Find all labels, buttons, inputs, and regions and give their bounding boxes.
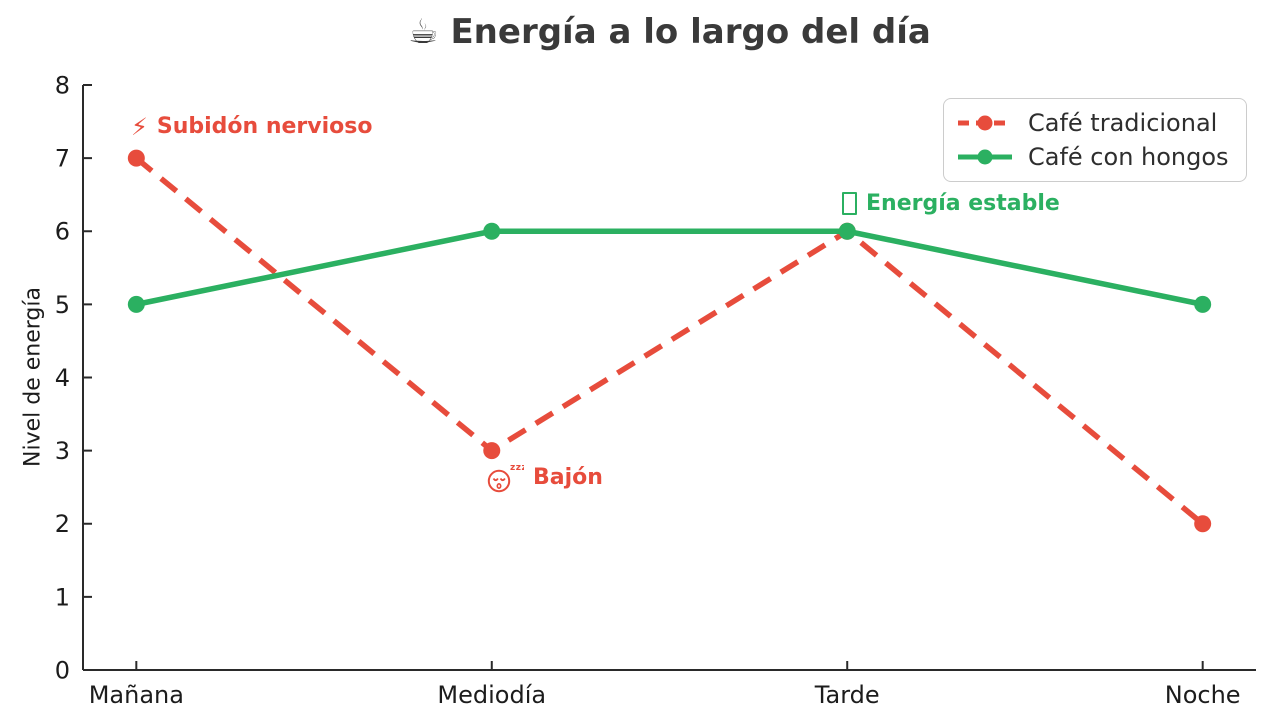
annotation-crash: zzz Bajón [486, 460, 603, 494]
legend-row-traditional: Café tradicional [956, 109, 1234, 137]
annotation-nervous-spike-text: Subidón nervioso [156, 114, 373, 139]
annotation-crash-text: Bajón [533, 464, 603, 490]
data-point-1-1 [483, 222, 501, 240]
data-point-1-2 [838, 222, 856, 240]
data-point-1-3 [1194, 295, 1212, 313]
annotation-stable-energy-text: Energía estable [866, 191, 1060, 216]
x-tick-label: Mañana [89, 681, 184, 709]
annotation-stable-energy: Energía estable [842, 191, 1060, 216]
y-tick-label: 3 [55, 437, 70, 465]
legend-label-traditional: Café tradicional [1028, 109, 1218, 137]
legend-label-mushroom: Café con hongos [1028, 143, 1229, 171]
zzz-text: zzz [510, 463, 524, 473]
legend: Café tradicional Café con hongos [943, 98, 1247, 182]
y-tick-label: 8 [55, 71, 70, 99]
legend-sample-traditional [958, 115, 1012, 131]
series-line-1 [135, 228, 1204, 308]
y-tick-label: 6 [55, 218, 70, 246]
data-point-1-0 [127, 295, 145, 313]
y-tick-label: 4 [55, 364, 70, 392]
y-tick-label: 5 [55, 291, 70, 319]
missing-glyph-box-icon [842, 192, 857, 215]
data-point-0-1 [483, 442, 501, 460]
x-tick-label: Tarde [814, 681, 880, 709]
sleeping-face-icon: zzz [487, 463, 524, 493]
y-tick-label: 1 [55, 583, 70, 611]
x-tick-label: Noche [1165, 681, 1241, 709]
y-tick-label: 0 [55, 656, 70, 684]
series-line-0 [134, 156, 1205, 526]
x-tick-label: Mediodía [437, 681, 546, 709]
y-tick-label: 7 [55, 145, 70, 173]
lightning-bolt-icon: ⚡ [131, 112, 148, 141]
chart-title: ☕ Energía a lo largo del día [408, 12, 931, 52]
annotation-nervous-spike: ⚡ Subidón nervioso [131, 114, 372, 139]
legend-row-mushroom: Café con hongos [956, 143, 1234, 171]
data-point-0-3 [1194, 515, 1212, 533]
data-point-0-0 [127, 149, 145, 167]
legend-sample-mushroom [958, 149, 1012, 165]
y-tick-label: 2 [55, 510, 70, 538]
